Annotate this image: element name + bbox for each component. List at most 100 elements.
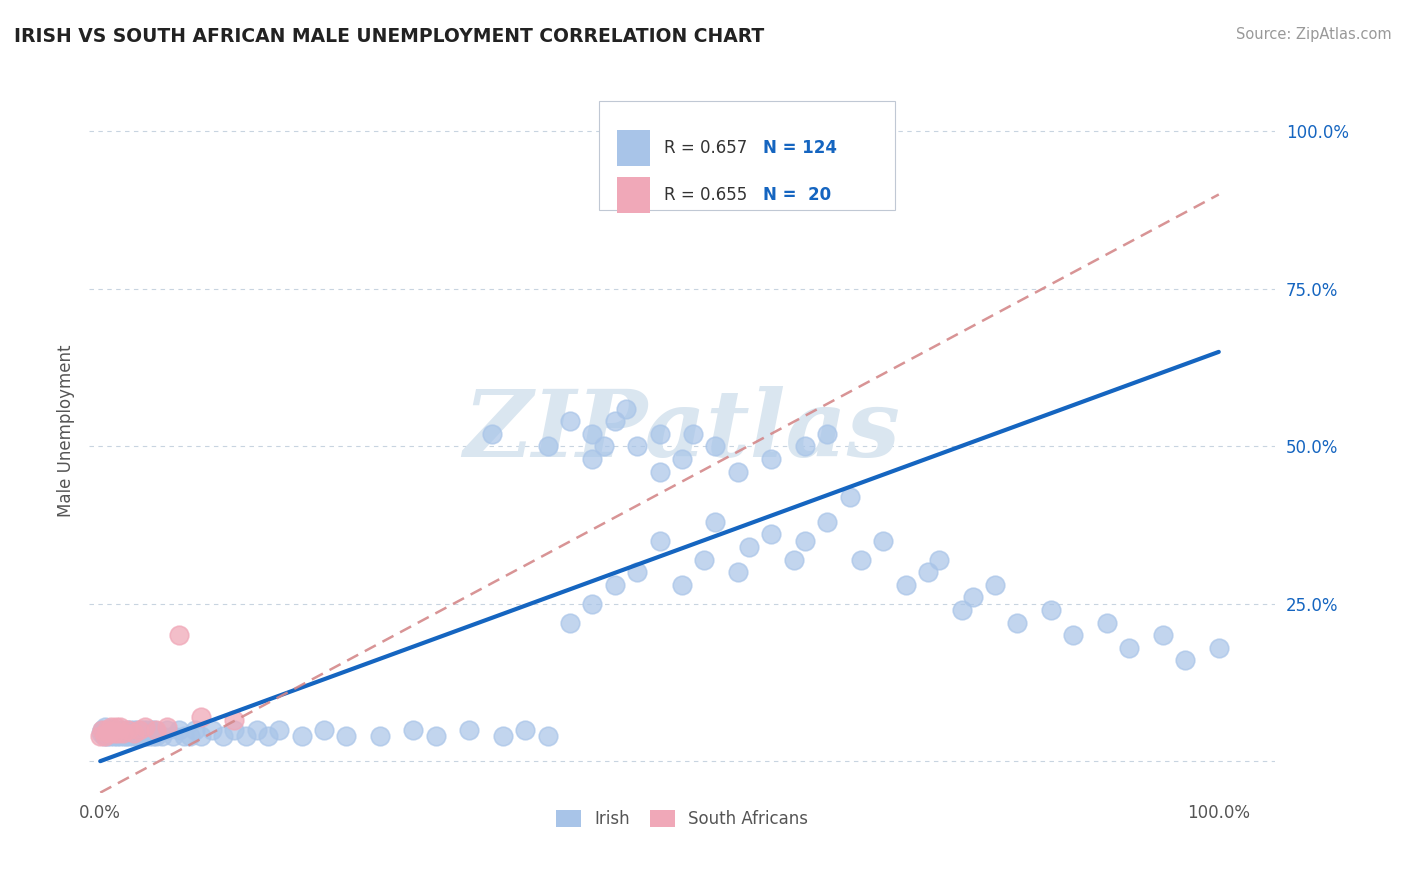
Point [135, 729, 157, 743]
Point [115, 729, 138, 743]
Point [103, 729, 125, 743]
Point [90, 726, 112, 740]
Point [458, 723, 481, 737]
Point [312, 723, 335, 737]
Point [114, 726, 136, 740]
Y-axis label: Male Unemployment: Male Unemployment [58, 344, 75, 516]
Point [614, 401, 637, 416]
Point [105, 729, 128, 743]
Point [100, 723, 122, 737]
Point [648, 533, 671, 548]
Point [104, 720, 127, 734]
Point [145, 723, 167, 737]
Point [162, 729, 184, 743]
Point [1095, 615, 1118, 630]
Point [224, 713, 246, 727]
Point [110, 723, 132, 737]
Point [98, 726, 121, 740]
Point [368, 729, 391, 743]
Point [98, 729, 121, 743]
Text: ZIPatlas: ZIPatlas [464, 385, 900, 475]
Point [962, 591, 984, 605]
Point [139, 723, 162, 737]
Point [156, 723, 179, 737]
Point [201, 723, 224, 737]
Point [138, 726, 160, 740]
Point [167, 628, 190, 642]
Point [134, 726, 156, 740]
Point [179, 729, 201, 743]
Point [93, 720, 115, 734]
Point [727, 465, 749, 479]
Point [872, 533, 894, 548]
Point [107, 726, 129, 740]
Point [481, 426, 503, 441]
Point [1208, 640, 1230, 655]
Point [167, 723, 190, 737]
Point [190, 710, 212, 724]
Point [603, 578, 626, 592]
Point [156, 720, 179, 734]
Point [190, 729, 212, 743]
FancyBboxPatch shape [599, 101, 896, 210]
Point [93, 729, 115, 743]
Point [492, 729, 515, 743]
Bar [617, 178, 650, 213]
Point [761, 527, 783, 541]
Point [783, 552, 806, 566]
Point [127, 726, 149, 740]
Point [648, 426, 671, 441]
Point [108, 726, 131, 740]
Text: N =  20: N = 20 [762, 186, 831, 204]
Point [815, 515, 838, 529]
Point [1152, 628, 1174, 642]
Point [291, 729, 314, 743]
Text: IRISH VS SOUTH AFRICAN MALE UNEMPLOYMENT CORRELATION CHART: IRISH VS SOUTH AFRICAN MALE UNEMPLOYMENT… [14, 27, 765, 45]
Point [150, 729, 173, 743]
Point [693, 552, 716, 566]
Point [121, 729, 143, 743]
Point [894, 578, 917, 592]
Point [93, 729, 115, 743]
Point [104, 726, 127, 740]
Text: N = 124: N = 124 [762, 139, 837, 157]
Point [815, 426, 838, 441]
Point [626, 439, 648, 453]
Point [671, 578, 693, 592]
Point [269, 723, 291, 737]
Point [128, 723, 150, 737]
Point [138, 729, 160, 743]
Point [142, 729, 165, 743]
Point [581, 451, 603, 466]
Point [132, 729, 155, 743]
Point [122, 726, 145, 740]
Text: Source: ZipAtlas.com: Source: ZipAtlas.com [1236, 27, 1392, 42]
Point [738, 540, 761, 554]
Point [142, 723, 165, 737]
Point [127, 723, 149, 737]
Point [235, 729, 257, 743]
Point [107, 723, 129, 737]
Point [257, 729, 280, 743]
Point [849, 552, 872, 566]
Point [671, 451, 693, 466]
Point [173, 729, 195, 743]
Text: R = 0.657: R = 0.657 [664, 139, 748, 157]
Point [603, 414, 626, 428]
Point [112, 729, 135, 743]
Point [592, 439, 614, 453]
Text: R = 0.655: R = 0.655 [664, 186, 748, 204]
Point [761, 451, 783, 466]
Point [111, 726, 134, 740]
Point [1040, 603, 1063, 617]
Point [103, 726, 125, 740]
Point [648, 465, 671, 479]
Point [97, 723, 120, 737]
Point [118, 729, 141, 743]
Point [111, 726, 134, 740]
Point [1007, 615, 1029, 630]
Point [96, 729, 118, 743]
Point [537, 439, 560, 453]
Point [184, 723, 207, 737]
Point [110, 720, 132, 734]
